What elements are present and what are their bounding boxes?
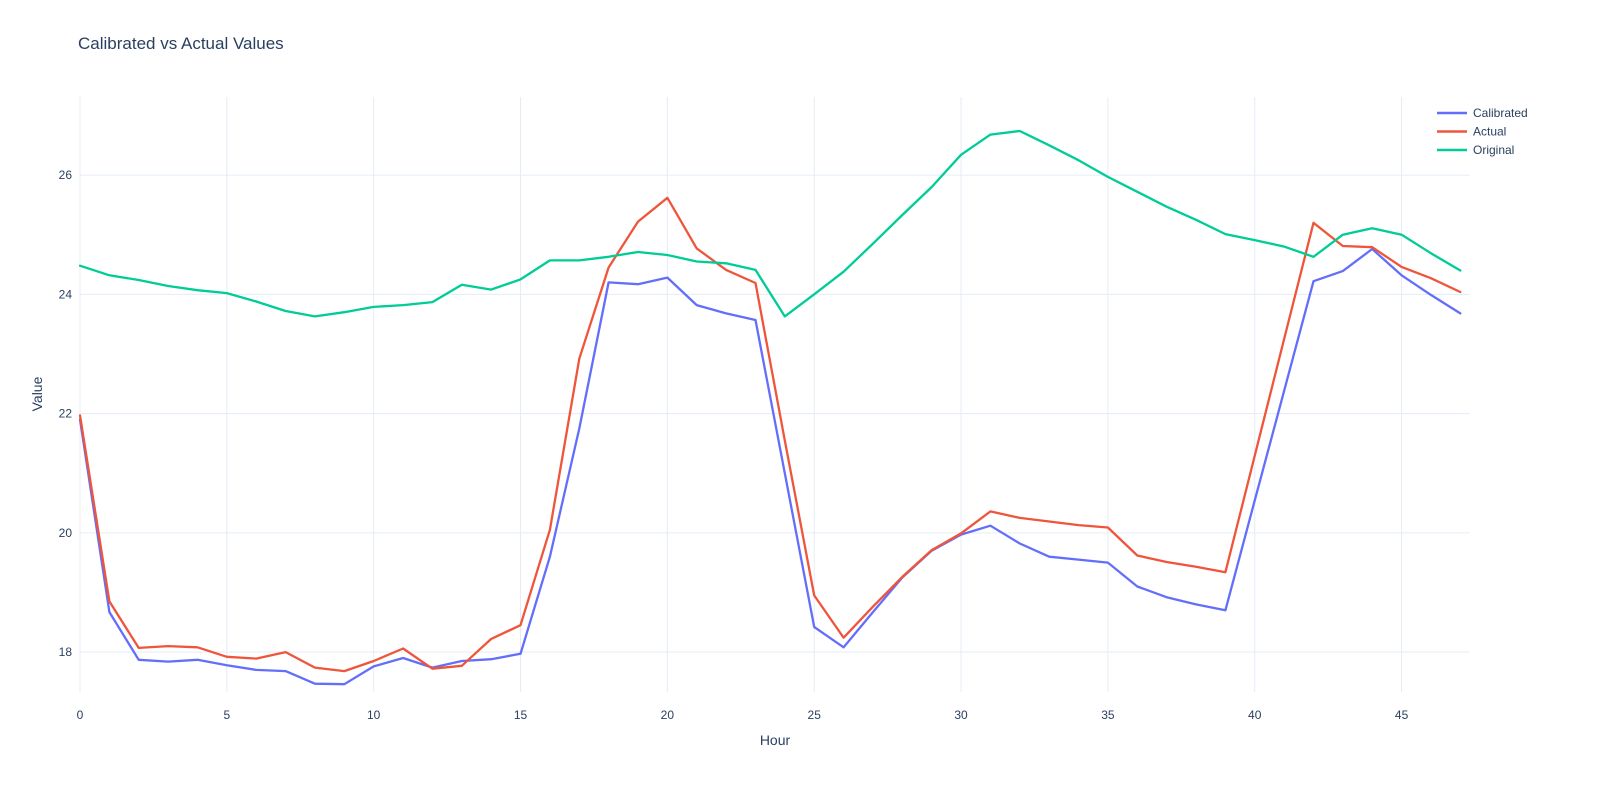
y-tick-label: 18 xyxy=(59,645,73,659)
series-actual-line[interactable] xyxy=(78,196,1462,673)
legend-item-original[interactable]: Original xyxy=(1437,143,1514,157)
y-axis-title: Value xyxy=(29,376,45,411)
legend-label-original[interactable]: Original xyxy=(1473,143,1514,157)
series-calibrated-line[interactable] xyxy=(78,247,1462,686)
x-tick-label: 10 xyxy=(367,708,381,722)
grid-layer xyxy=(79,97,1470,692)
y-tick-label: 22 xyxy=(59,407,73,421)
y-tick-label: 24 xyxy=(59,287,73,301)
x-tick-label: 25 xyxy=(808,708,822,722)
y-tick-label: 26 xyxy=(59,168,73,182)
legend-item-actual[interactable]: Actual xyxy=(1437,125,1506,139)
y-tick-label: 20 xyxy=(59,526,73,540)
tick-layer: 0 5 10 15 20 25 30 35 40 45 18 20 22 24 26 xyxy=(59,168,1409,722)
x-tick-label: 45 xyxy=(1395,708,1409,722)
x-tick-label: 5 xyxy=(223,708,230,722)
series-layer xyxy=(78,129,1462,686)
chart-title: Calibrated vs Actual Values xyxy=(78,34,284,53)
x-axis-title: Hour xyxy=(760,732,791,748)
x-tick-label: 0 xyxy=(77,708,84,722)
x-tick-label: 20 xyxy=(661,708,675,722)
series-original-line[interactable] xyxy=(78,129,1462,318)
x-tick-label: 30 xyxy=(954,708,968,722)
x-tick-label: 35 xyxy=(1101,708,1115,722)
legend-label-actual[interactable]: Actual xyxy=(1473,125,1506,139)
x-tick-label: 15 xyxy=(514,708,528,722)
x-tick-label: 40 xyxy=(1248,708,1262,722)
legend-item-calibrated[interactable]: Calibrated xyxy=(1437,106,1528,120)
legend: Calibrated Actual Original xyxy=(1437,106,1528,157)
legend-label-calibrated[interactable]: Calibrated xyxy=(1473,106,1528,120)
